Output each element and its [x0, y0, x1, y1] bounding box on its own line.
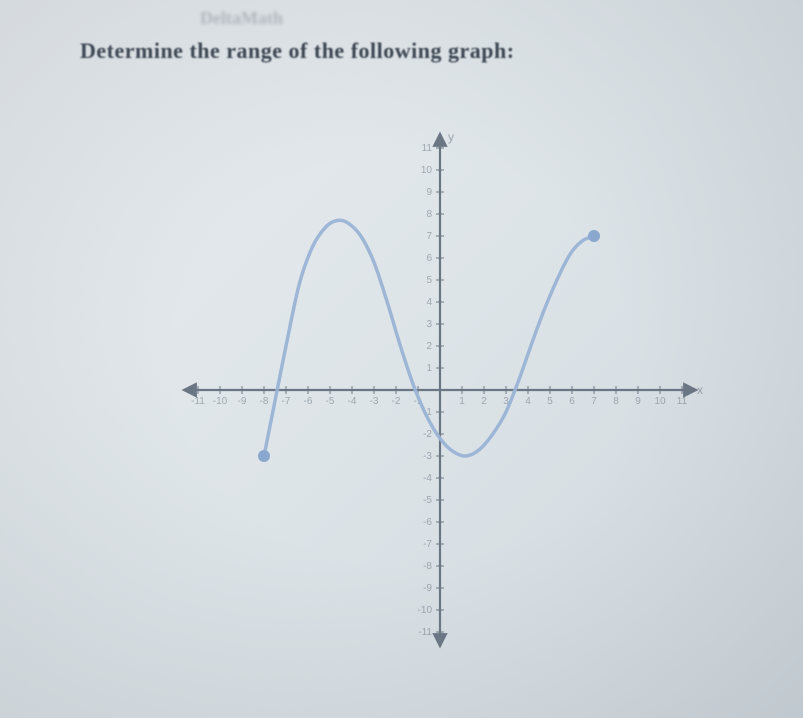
- question-text: Determine the range of the following gra…: [80, 38, 515, 64]
- svg-text:5: 5: [426, 275, 432, 286]
- svg-text:8: 8: [613, 396, 619, 407]
- svg-text:1: 1: [459, 396, 465, 407]
- svg-text:-2: -2: [392, 396, 401, 407]
- svg-text:6: 6: [569, 396, 575, 407]
- svg-text:9: 9: [426, 187, 432, 198]
- svg-text:-4: -4: [348, 396, 357, 407]
- svg-text:x: x: [697, 383, 703, 397]
- svg-text:-5: -5: [326, 396, 335, 407]
- svg-text:10: 10: [654, 396, 666, 407]
- svg-text:-6: -6: [423, 517, 432, 528]
- svg-text:-8: -8: [423, 561, 432, 572]
- svg-text:y: y: [448, 130, 454, 144]
- svg-text:-6: -6: [304, 396, 313, 407]
- svg-text:-10: -10: [213, 396, 228, 407]
- svg-text:11: 11: [677, 396, 688, 407]
- svg-text:8: 8: [426, 209, 432, 220]
- svg-text:-5: -5: [423, 495, 432, 506]
- svg-text:-11: -11: [418, 627, 432, 638]
- svg-text:2: 2: [481, 396, 487, 407]
- svg-text:10: 10: [421, 165, 433, 176]
- svg-text:-10: -10: [418, 605, 433, 616]
- svg-text:-11: -11: [191, 396, 205, 407]
- svg-text:9: 9: [635, 396, 641, 407]
- breadcrumb-fragment: DeltaMath: [200, 8, 283, 29]
- svg-text:1: 1: [426, 363, 432, 374]
- graph-svg: -11-10-9-8-7-6-5-4-3-2-11234567891011-11…: [60, 100, 740, 660]
- svg-text:-7: -7: [423, 539, 432, 550]
- svg-text:-9: -9: [238, 396, 247, 407]
- svg-text:-9: -9: [423, 583, 432, 594]
- svg-text:-4: -4: [423, 473, 432, 484]
- svg-text:7: 7: [426, 231, 432, 242]
- svg-text:3: 3: [426, 319, 432, 330]
- range-graph: -11-10-9-8-7-6-5-4-3-2-11234567891011-11…: [60, 100, 740, 700]
- svg-text:4: 4: [426, 297, 432, 308]
- svg-text:4: 4: [525, 396, 531, 407]
- svg-text:7: 7: [591, 396, 597, 407]
- svg-text:5: 5: [547, 396, 553, 407]
- svg-text:-2: -2: [423, 429, 432, 440]
- svg-text:-8: -8: [260, 396, 269, 407]
- svg-text:-7: -7: [282, 396, 291, 407]
- svg-text:11: 11: [422, 143, 433, 154]
- svg-text:6: 6: [426, 253, 432, 264]
- svg-text:-3: -3: [423, 451, 432, 462]
- svg-text:2: 2: [426, 341, 432, 352]
- svg-text:-3: -3: [370, 396, 379, 407]
